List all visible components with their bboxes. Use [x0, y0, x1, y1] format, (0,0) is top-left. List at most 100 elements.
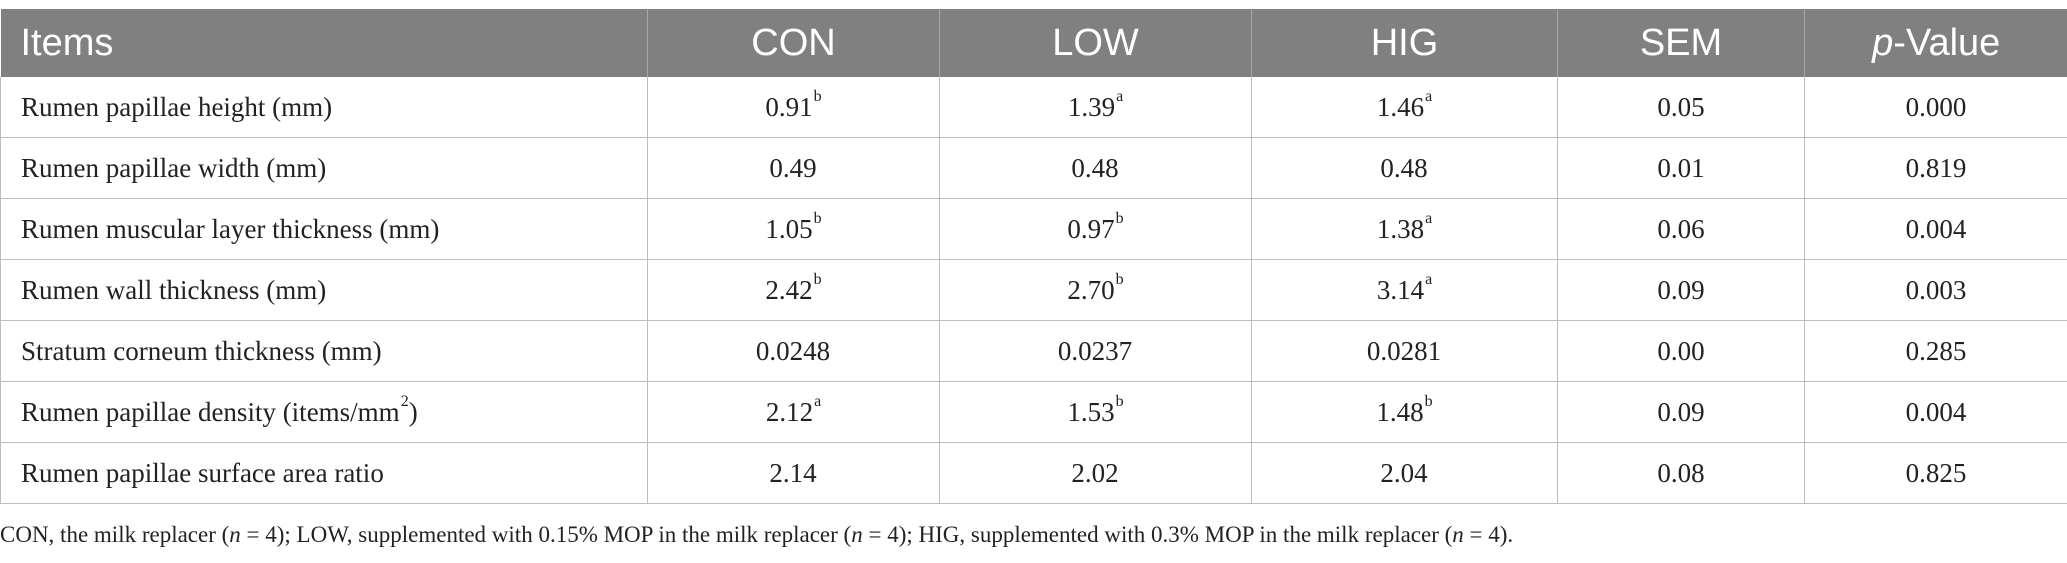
cell-hig: 1.46a — [1251, 77, 1558, 138]
cell-value: 2.70 — [1067, 274, 1115, 305]
cell-hig: 3.14a — [1251, 259, 1558, 321]
header-p-value: p-Value — [1804, 9, 2067, 77]
cell-value: 0.0281 — [1366, 335, 1442, 366]
header-con: CON — [647, 9, 940, 77]
footnote-n: n — [851, 522, 863, 547]
data-table-container: Items CON LOW HIG SEM p-Value Rumen papi… — [0, 9, 2067, 504]
cell-con: 2.42b — [647, 259, 940, 321]
significance-letter: a — [814, 392, 822, 410]
cell-value: 0.0237 — [1057, 335, 1133, 366]
cell-value: 2.12 — [765, 396, 814, 427]
cell-sem: 0.09 — [1557, 259, 1805, 321]
cell-hig: 1.38a — [1251, 198, 1558, 260]
table-row: Stratum corneum thickness (mm) 0.0248 0.… — [0, 320, 2067, 382]
header-sem: SEM — [1557, 9, 1805, 77]
row-item-label: Rumen wall thickness (mm) — [0, 259, 648, 321]
cell-p-value: 0.004 — [1804, 198, 2067, 260]
footnote-n: n — [1452, 522, 1464, 547]
cell-value: 1.38 — [1376, 213, 1425, 244]
cell-con: 0.0248 — [647, 320, 940, 382]
cell-p-value: 0.819 — [1804, 137, 2067, 199]
data-table: Items CON LOW HIG SEM p-Value Rumen papi… — [0, 9, 2067, 504]
significance-letter: a — [1425, 209, 1433, 227]
cell-low: 1.39a — [939, 77, 1252, 138]
row-item-text: Stratum corneum thickness (mm) — [21, 335, 382, 366]
cell-sem: 0.08 — [1557, 442, 1805, 504]
cell-sem: 0.09 — [1557, 381, 1805, 443]
table-row: Rumen papillae surface area ratio 2.14 2… — [0, 442, 2067, 504]
row-item-suffix: ) — [408, 396, 418, 427]
row-item-text: Rumen papillae height (mm) — [21, 91, 333, 122]
cell-p-value: 0.000 — [1804, 77, 2067, 138]
cell-value: 1.39 — [1067, 91, 1116, 122]
footnote-text: CON, the milk replacer ( — [0, 522, 230, 547]
unit-exponent: 2 — [400, 392, 409, 410]
cell-value: 1.46 — [1376, 91, 1425, 122]
footnote-text: = 4); LOW, supplemented with 0.15% MOP i… — [240, 522, 852, 547]
cell-con: 2.14 — [647, 442, 940, 504]
row-item-text: Rumen muscular layer thickness (mm) — [21, 213, 440, 244]
significance-letter: a — [1425, 87, 1433, 105]
cell-con: 1.05b — [647, 198, 940, 260]
footnote-text: = 4). — [1463, 522, 1514, 547]
header-p-italic: p — [1872, 21, 1894, 64]
cell-value: 0.91 — [765, 91, 813, 122]
cell-value: 0.48 — [1071, 152, 1119, 183]
cell-value: 0.0248 — [755, 335, 831, 366]
row-item-label: Stratum corneum thickness (mm) — [0, 320, 648, 382]
cell-low: 1.53b — [939, 381, 1252, 443]
row-item-label: Rumen muscular layer thickness (mm) — [0, 198, 648, 260]
header-p-text: -Value — [1893, 21, 2001, 64]
table-header-row: Items CON LOW HIG SEM p-Value — [0, 9, 2067, 77]
table-row: Rumen papillae height (mm) 0.91b 1.39a 1… — [0, 77, 2067, 138]
cell-low: 0.97b — [939, 198, 1252, 260]
table-row: Rumen papillae width (mm) 0.49 0.48 0.48… — [0, 137, 2067, 199]
cell-low: 2.02 — [939, 442, 1252, 504]
cell-con: 0.49 — [647, 137, 940, 199]
header-low: LOW — [939, 9, 1252, 77]
cell-hig: 2.04 — [1251, 442, 1558, 504]
cell-value: 1.53 — [1067, 396, 1115, 427]
row-item-text: Rumen wall thickness (mm) — [21, 274, 327, 305]
cell-sem: 0.05 — [1557, 77, 1805, 138]
cell-low: 0.0237 — [939, 320, 1252, 382]
cell-p-value: 0.004 — [1804, 381, 2067, 443]
significance-letter: b — [1424, 392, 1433, 410]
table-row: Rumen muscular layer thickness (mm) 1.05… — [0, 198, 2067, 260]
cell-p-value: 0.003 — [1804, 259, 2067, 321]
cell-hig: 1.48b — [1251, 381, 1558, 443]
cell-sem: 0.01 — [1557, 137, 1805, 199]
cell-con: 0.91b — [647, 77, 940, 138]
table-row: Rumen wall thickness (mm) 2.42b 2.70b 3.… — [0, 259, 2067, 321]
cell-hig: 0.48 — [1251, 137, 1558, 199]
significance-letter: a — [1425, 270, 1433, 288]
row-item-text: Rumen papillae surface area ratio — [21, 457, 384, 488]
cell-value: 0.49 — [769, 152, 817, 183]
significance-letter: a — [1116, 87, 1124, 105]
cell-p-value: 0.825 — [1804, 442, 2067, 504]
row-item-text: Rumen papillae width (mm) — [21, 152, 327, 183]
significance-letter: b — [813, 209, 822, 227]
cell-value: 1.48 — [1376, 396, 1424, 427]
row-item-label: Rumen papillae width (mm) — [0, 137, 648, 199]
table-row: Rumen papillae density (items/mm2) 2.12a… — [0, 381, 2067, 443]
cell-value: 2.14 — [769, 457, 817, 488]
footnote-text: = 4); HIG, supplemented with 0.3% MOP in… — [862, 522, 1453, 547]
table-footnote: CON, the milk replacer (n = 4); LOW, sup… — [0, 522, 1513, 548]
row-item-label: Rumen papillae density (items/mm2) — [0, 381, 648, 443]
significance-letter: b — [1115, 209, 1124, 227]
header-hig: HIG — [1251, 9, 1558, 77]
significance-letter: b — [1115, 270, 1124, 288]
header-items: Items — [0, 9, 648, 77]
cell-sem: 0.06 — [1557, 198, 1805, 260]
row-item-text: Rumen papillae density (items/mm — [21, 396, 400, 427]
footnote-n: n — [229, 522, 241, 547]
cell-value: 2.42 — [765, 274, 813, 305]
cell-value: 0.48 — [1380, 152, 1428, 183]
cell-sem: 0.00 — [1557, 320, 1805, 382]
row-item-label: Rumen papillae surface area ratio — [0, 442, 648, 504]
significance-letter: b — [813, 270, 822, 288]
cell-value: 2.02 — [1071, 457, 1119, 488]
significance-letter: b — [813, 87, 822, 105]
cell-p-value: 0.285 — [1804, 320, 2067, 382]
